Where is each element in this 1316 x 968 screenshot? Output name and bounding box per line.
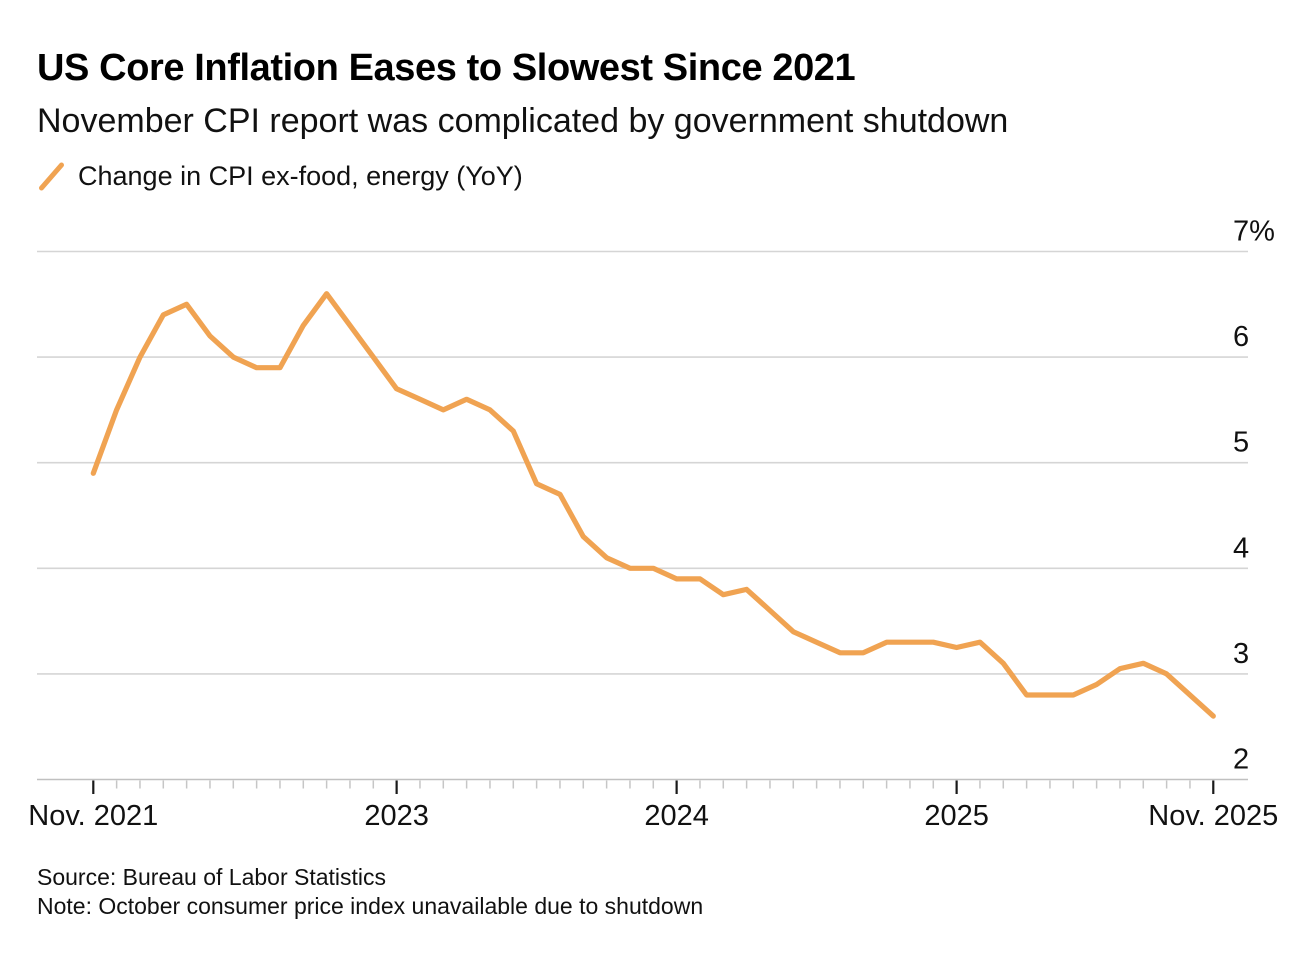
legend-slash-icon [38,161,65,192]
x-axis-label: 2024 [644,800,709,832]
chart-subtitle: November CPI report was complicated by g… [37,102,1009,140]
y-axis-label: 6 [1233,321,1249,353]
x-axis-label: 2023 [364,800,429,832]
x-axis-label: Nov. 2021 [28,800,158,832]
x-axis-label: 2025 [924,800,989,832]
note-text: Note: October consumer price index unava… [37,893,704,919]
footer: Source: Bureau of Labor Statistics Note:… [37,863,703,921]
y-axis-label: 5 [1233,427,1249,459]
legend-label: Change in CPI ex-food, energy (YoY) [78,161,523,191]
source-text: Source: Bureau of Labor Statistics [37,864,387,890]
y-axis-label: 7% [1233,216,1275,248]
legend: Change in CPI ex-food, energy (YoY) [38,161,523,192]
cpi-line-series [90,291,1216,719]
y-axis-label: 2 [1233,744,1249,776]
y-axis-label: 3 [1233,638,1249,670]
y-axis-label: 4 [1233,532,1249,564]
x-axis-label: Nov. 2025 [1148,800,1278,832]
chart-title: US Core Inflation Eases to Slowest Since… [37,47,856,89]
